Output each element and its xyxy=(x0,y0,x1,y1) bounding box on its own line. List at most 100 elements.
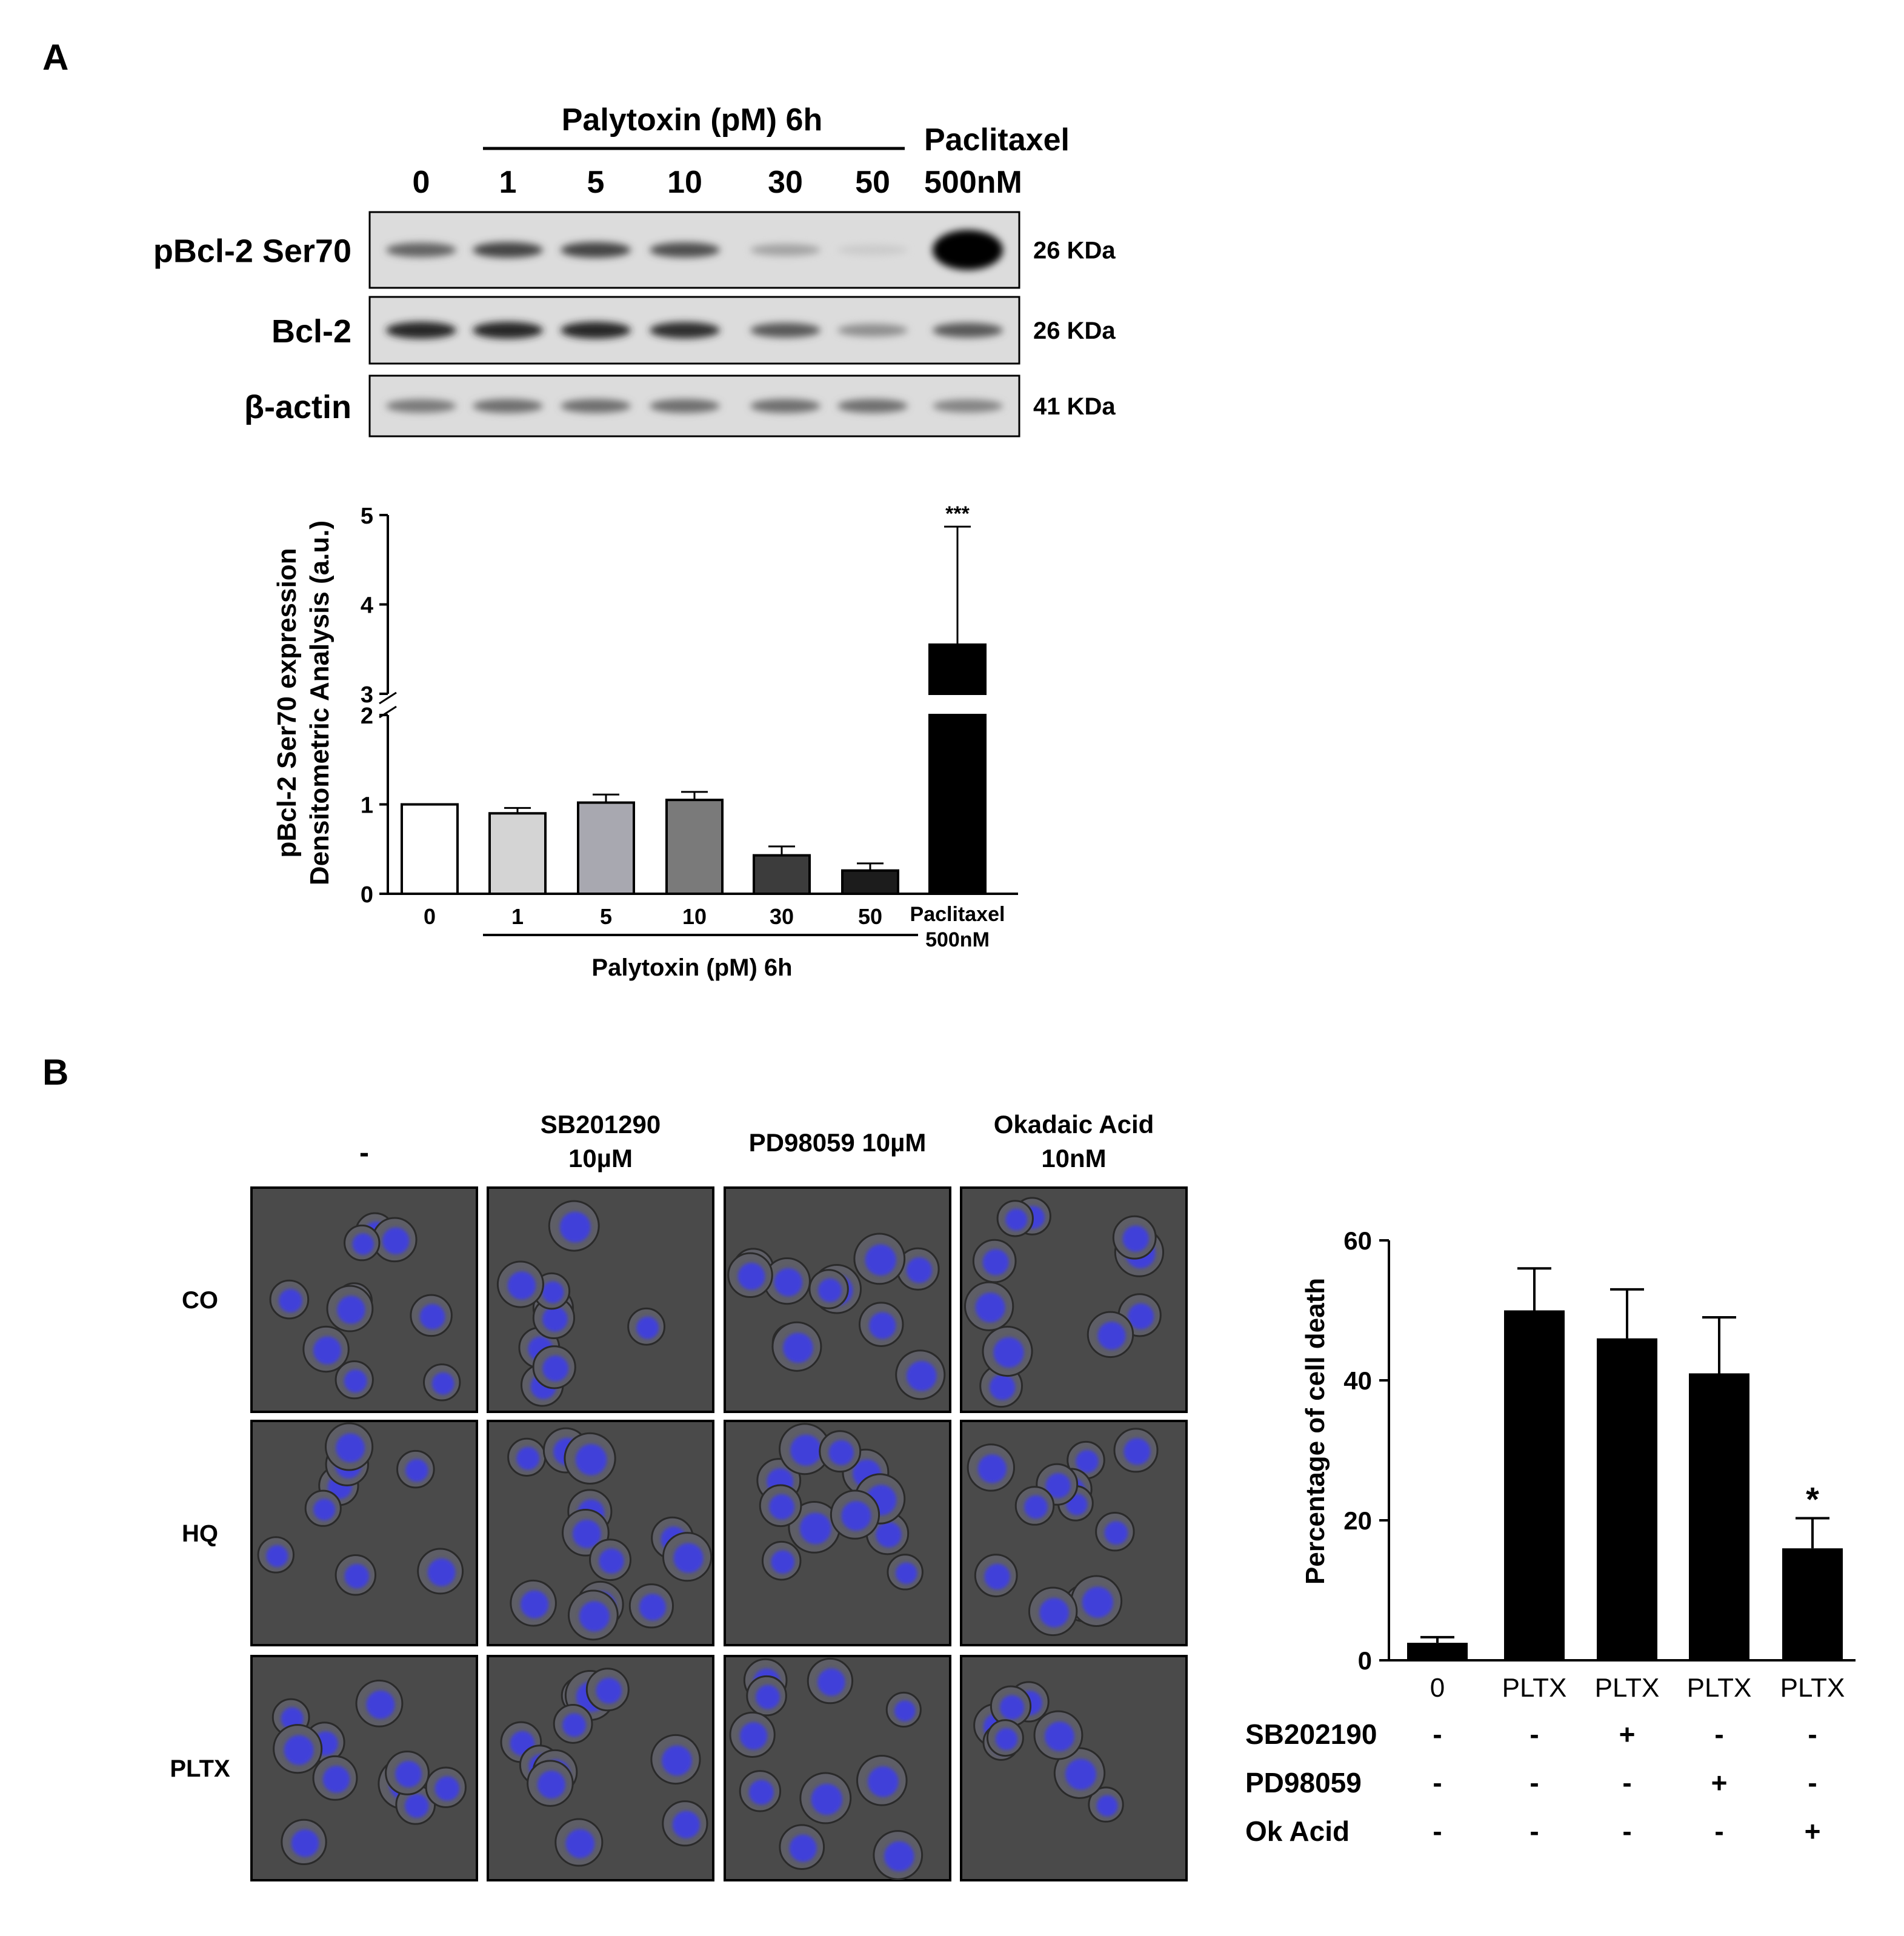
nucleus xyxy=(382,1227,410,1255)
chart-a-bar xyxy=(488,812,547,895)
nucleus xyxy=(789,1834,817,1862)
nucleus xyxy=(565,1829,595,1858)
nucleus xyxy=(790,1434,822,1466)
nucleus xyxy=(672,1811,701,1838)
micrograph-row-label: HQ xyxy=(182,1520,218,1547)
nucleus xyxy=(748,1780,774,1805)
blot-band xyxy=(933,322,1003,338)
micrograph-image xyxy=(724,1420,951,1646)
blot-lane-label: 1 xyxy=(499,165,517,200)
micrograph-image xyxy=(487,1420,714,1646)
blot-row-label: pBcl-2 Ser70 xyxy=(153,233,351,270)
nucleus xyxy=(894,1700,916,1721)
chart-b-cell-death: Percentage of cell death 0 20 40 60 0 PLTX PLT… xyxy=(1245,1226,1856,1847)
chart-a-bar xyxy=(928,643,987,695)
nucleus xyxy=(799,1512,831,1545)
nucleus xyxy=(278,1289,302,1312)
blot-band xyxy=(837,324,908,337)
blot-band xyxy=(750,399,821,413)
blot-band xyxy=(473,399,543,413)
blot-band xyxy=(837,399,908,413)
blot-lane-label: 0 xyxy=(413,165,430,200)
nucleus xyxy=(572,1519,601,1548)
nucleus xyxy=(771,1550,795,1574)
blot-band xyxy=(386,399,456,413)
micrograph-column-label: PD98059 10µM xyxy=(749,1128,927,1157)
chart-b-xtick-label: PLTX xyxy=(1502,1673,1567,1703)
nucleus xyxy=(828,1440,854,1465)
nucleus xyxy=(313,1336,342,1365)
blot-lane-label: 30 xyxy=(768,165,803,200)
nucleus xyxy=(774,1268,803,1297)
chart-a-ytick-label: 1 xyxy=(361,793,373,819)
nucleus xyxy=(1024,1495,1048,1519)
chart-a-xtick-label: 50 xyxy=(858,904,882,929)
chart-b-xtick-label: PLTX xyxy=(1687,1673,1752,1703)
chart-a-xtick-label: 30 xyxy=(770,904,794,929)
chart-b-xtick-label: PLTX xyxy=(1595,1673,1660,1703)
nucleus xyxy=(1076,1449,1099,1473)
panel-a-label: A xyxy=(42,37,68,78)
blot-band xyxy=(750,244,821,256)
nucleus xyxy=(352,1233,374,1255)
chart-a-densitometry: pBcl-2 Ser70 expression Densitometric An… xyxy=(272,502,1018,981)
nucleus xyxy=(596,1677,622,1704)
chart-b-treatment-mark: - xyxy=(1622,1767,1631,1798)
micrograph-image xyxy=(250,1420,478,1646)
chart-a-xtick-label: 1 xyxy=(511,904,524,929)
chart-b-bar xyxy=(1782,1548,1843,1660)
micrograph-row-label: CO xyxy=(182,1287,218,1314)
nucleus xyxy=(1005,1208,1028,1231)
nucleus xyxy=(559,1211,591,1243)
nucleus xyxy=(542,1306,568,1332)
chart-a-bar xyxy=(928,714,987,895)
nucleus xyxy=(284,1735,314,1765)
blot-mw-label: 26 KDa xyxy=(1033,318,1116,344)
nucleus xyxy=(336,1433,365,1463)
nucleus xyxy=(865,1244,896,1276)
chart-b-xtick-label: 0 xyxy=(1430,1673,1445,1703)
nucleus xyxy=(989,1374,1016,1400)
micrograph-grid: - SB201290 10µM PD98059 10µM Okadaic Acid 10n… xyxy=(170,1110,1188,1881)
nucleus xyxy=(322,1766,350,1793)
nucleus xyxy=(521,1590,549,1618)
nucleus xyxy=(405,1459,428,1482)
blot-row: pBcl-2 Ser70 26 KDa xyxy=(153,211,1116,289)
micrograph-column-label: - xyxy=(359,1137,369,1169)
nucleus xyxy=(562,1713,587,1737)
nucleus xyxy=(876,1522,902,1548)
micrograph-image xyxy=(960,1655,1188,1881)
chart-a-group-label: Palytoxin (pM) 6h xyxy=(591,954,792,981)
nucleus xyxy=(737,1262,765,1290)
nucleus xyxy=(344,1369,367,1393)
micrograph-image xyxy=(724,1186,951,1413)
blot-band xyxy=(650,399,720,413)
nucleus xyxy=(344,1563,370,1589)
chart-b-ytick-label: 20 xyxy=(1343,1506,1372,1535)
chart-b-bar xyxy=(1504,1310,1565,1660)
micrograph-image xyxy=(960,1186,1188,1413)
chart-b-xtick-label: PLTX xyxy=(1780,1673,1845,1703)
micrograph-column-label: Okadaic Acid 10nM xyxy=(994,1110,1154,1173)
nucleus xyxy=(1082,1586,1113,1618)
chart-b-treatment-mark: - xyxy=(1714,1718,1723,1750)
chart-b-ytick-label: 40 xyxy=(1343,1366,1372,1395)
chart-b-ytick-label: 60 xyxy=(1343,1226,1372,1255)
chart-b-treatment-mark: - xyxy=(1808,1767,1817,1798)
nucleus xyxy=(982,1249,1009,1276)
nucleus xyxy=(977,1454,1007,1483)
chart-b-treatment-mark: + xyxy=(1805,1815,1821,1847)
nucleus xyxy=(395,1760,422,1788)
blot-band xyxy=(473,242,543,258)
blot-lane-label: 10 xyxy=(667,165,702,200)
chart-b-treatment-mark: + xyxy=(1619,1718,1636,1750)
micrograph-image xyxy=(250,1655,478,1881)
nucleus xyxy=(427,1558,456,1586)
nucleus xyxy=(662,1745,692,1776)
western-blot: Palytoxin (pM) 6h 0 1 5 10 30 50 Paclitaxel 5… xyxy=(153,102,1116,437)
blot-row: Bcl-2 26 KDa xyxy=(271,296,1116,365)
nucleus xyxy=(639,1594,666,1621)
blot-group-label: Palytoxin (pM) 6h xyxy=(562,102,822,138)
blot-lane-label: 5 xyxy=(587,165,605,200)
